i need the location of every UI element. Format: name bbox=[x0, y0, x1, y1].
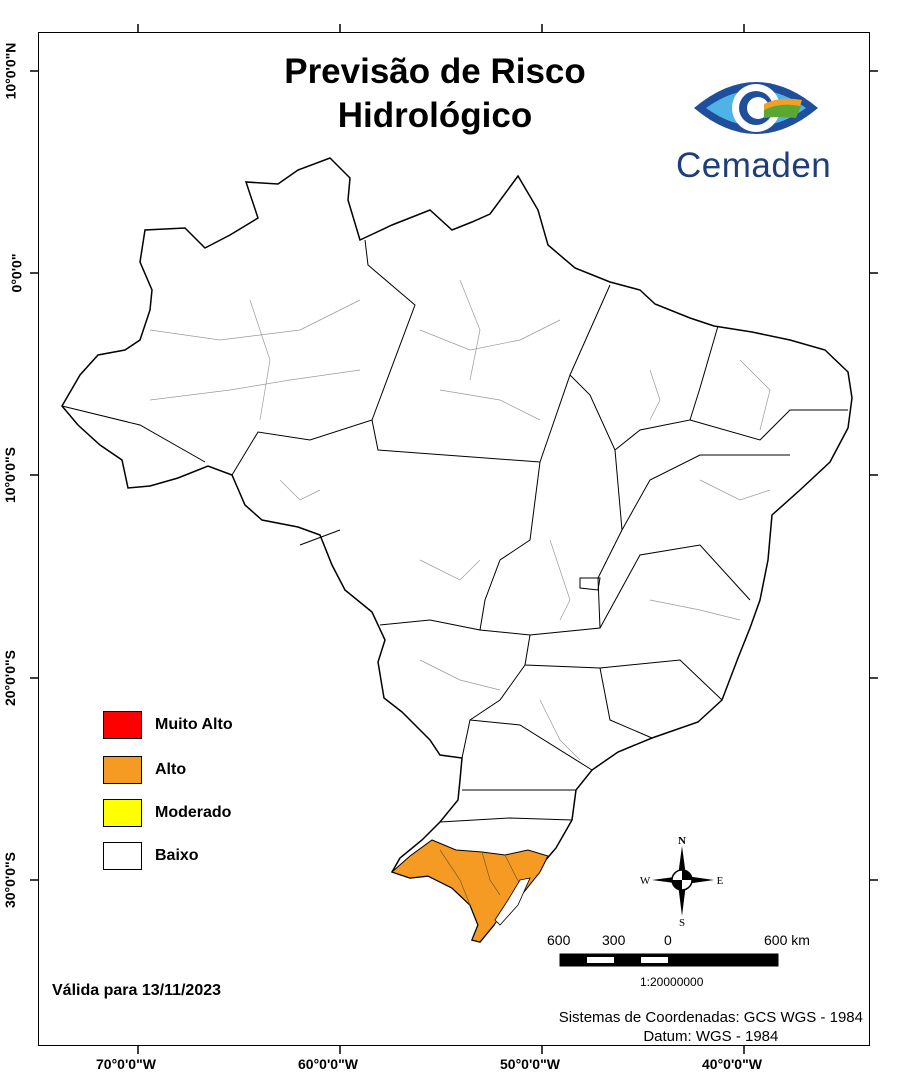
lon-label-40w: 40°0'0"W bbox=[702, 1056, 762, 1072]
lon-label-70w: 70°0'0"W bbox=[96, 1056, 156, 1072]
compass-w: W bbox=[640, 875, 651, 887]
scale-ratio: 1:20000000 bbox=[640, 975, 704, 989]
legend-item-muito-alto: Muito Alto bbox=[103, 710, 233, 740]
crs-line-2: Datum: WGS - 1984 bbox=[643, 1028, 779, 1045]
compass-n: N bbox=[678, 835, 686, 847]
legend-label: Moderado bbox=[155, 804, 232, 821]
legend-label: Alto bbox=[155, 761, 187, 778]
legend-label: Baixo bbox=[155, 847, 199, 864]
compass-e: E bbox=[717, 875, 724, 887]
crs-line-1: Sistemas de Coordenadas: GCS WGS - 1984 bbox=[558, 1009, 863, 1026]
legend-item-alto: Alto bbox=[103, 755, 186, 785]
scale-label-600-left: 600 bbox=[547, 932, 571, 948]
map-title: Previsão de Risco Hidrológico bbox=[210, 50, 660, 138]
north-arrow-icon: N S W E bbox=[640, 835, 724, 928]
scale-label-300: 300 bbox=[602, 932, 626, 948]
compass-s: S bbox=[679, 917, 685, 928]
lat-label-10s: 10°0'0"S bbox=[2, 446, 19, 504]
lon-ticks bbox=[137, 24, 745, 1054]
lon-label-50w: 50°0'0"W bbox=[500, 1056, 560, 1072]
scale-label-600-km: 600 km bbox=[764, 932, 810, 948]
lat-label-0: 0°0'0" bbox=[8, 253, 25, 293]
state-borders bbox=[61, 239, 848, 823]
lat-label-20s: 20°0'0"S bbox=[2, 649, 19, 707]
legend-label: Muito Alto bbox=[155, 716, 233, 733]
mesoregion-borders bbox=[149, 279, 771, 761]
lat-label-30s: 30°0'0"S bbox=[2, 851, 19, 909]
title-line-1: Previsão de Risco bbox=[284, 52, 586, 91]
scale-bar-graphic bbox=[559, 953, 779, 967]
legend-swatch-muito-alto bbox=[103, 711, 142, 739]
title-line-2: Hidrológico bbox=[337, 96, 533, 135]
validity-date: Válida para 13/11/2023 bbox=[52, 982, 222, 999]
legend-item-baixo: Baixo bbox=[103, 841, 199, 871]
cemaden-logo bbox=[694, 82, 818, 134]
map-frame bbox=[38, 32, 870, 1046]
legend-swatch-moderado bbox=[103, 799, 142, 827]
crs-info: Sistemas de Coordenadas: GCS WGS - 1984 … bbox=[559, 1008, 863, 1046]
logo-text: Cemaden bbox=[676, 146, 832, 185]
legend-swatch-alto bbox=[103, 756, 142, 784]
legend-swatch-baixo bbox=[103, 842, 142, 870]
scale-label-0: 0 bbox=[664, 932, 672, 948]
lagoon bbox=[494, 877, 531, 926]
lat-ticks bbox=[30, 70, 878, 881]
legend-item-moderado: Moderado bbox=[103, 798, 231, 828]
lon-label-60w: 60°0'0"W bbox=[298, 1056, 358, 1072]
lat-label-10n: 10°0'0"N bbox=[2, 42, 19, 100]
